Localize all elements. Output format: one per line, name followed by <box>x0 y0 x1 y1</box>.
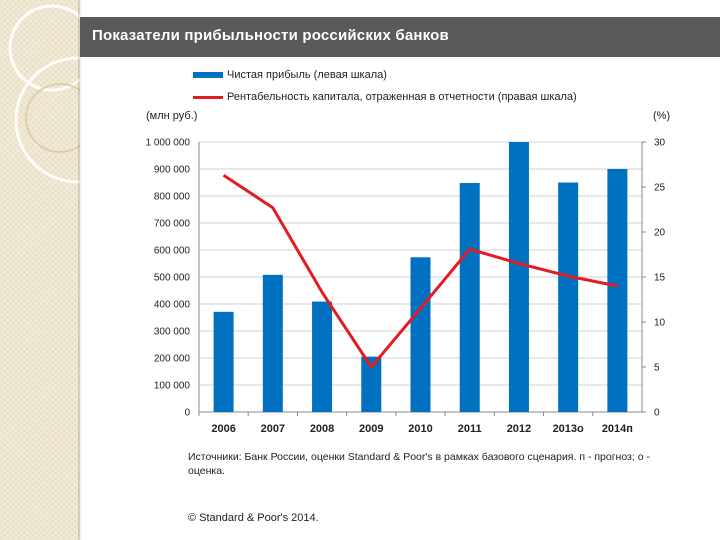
source-note: Источники: Банк России, оценки Standard … <box>188 451 650 477</box>
title-bar: Показатели прибыльности российских банко… <box>80 17 720 57</box>
right-axis-unit: (%) <box>653 110 671 122</box>
legend-label-bars: Чистая прибыль (левая шкала) <box>227 69 387 81</box>
x-tick-label-2013о: 2013о <box>553 423 584 435</box>
y-right-tick-label: 30 <box>654 138 666 149</box>
x-tick-label-2009: 2009 <box>359 423 383 435</box>
x-tick-label-2006: 2006 <box>211 423 235 435</box>
decorative-circles <box>8 4 80 184</box>
y-right-tick-label: 25 <box>654 183 666 194</box>
y-left-tick-label: 900 000 <box>154 165 191 176</box>
y-left-tick-label: 0 <box>184 408 190 419</box>
x-tick-label-2010: 2010 <box>408 423 432 435</box>
x-tick-label-2014п: 2014п <box>602 423 633 435</box>
y-left-tick-label: 300 000 <box>154 327 191 338</box>
y-left-tick-label: 600 000 <box>154 246 191 257</box>
legend-item-line: Рентабельность капитала, отраженная в от… <box>193 90 577 104</box>
y-right-tick-label: 20 <box>654 228 666 239</box>
y-right-tick-label: 10 <box>654 318 666 329</box>
x-tick-label-2011: 2011 <box>458 423 482 435</box>
bar-2010 <box>410 257 431 412</box>
y-left-tick-label: 100 000 <box>154 381 191 392</box>
x-tick-label-2007: 2007 <box>261 423 285 435</box>
x-tick-label-2012: 2012 <box>507 423 531 435</box>
y-left-tick-label: 800 000 <box>154 192 191 203</box>
y-right-tick-label: 5 <box>654 363 660 374</box>
left-axis-unit: (млн руб.) <box>146 110 198 122</box>
bar-2013о <box>558 182 579 412</box>
page-title: Показатели прибыльности российских банко… <box>92 27 449 44</box>
y-right-tick-label: 15 <box>654 273 666 284</box>
y-left-tick-label: 700 000 <box>154 219 191 230</box>
bar-2014п <box>607 169 628 412</box>
roe-line <box>222 174 618 369</box>
legend-swatch-bar <box>193 72 223 78</box>
legend-item-bars: Чистая прибыль (левая шкала) <box>193 68 387 82</box>
y-left-tick-label: 400 000 <box>154 300 191 311</box>
bar-2012 <box>508 142 529 412</box>
bar-2006 <box>213 311 234 412</box>
bar-2008 <box>312 301 333 412</box>
legend-label-line: Рентабельность капитала, отраженная в от… <box>227 91 577 103</box>
bar-2011 <box>459 183 480 412</box>
decorative-side-panel <box>0 0 80 540</box>
side-panel-shadow <box>78 0 82 540</box>
bar-2007 <box>262 274 283 412</box>
x-tick-label-2008: 2008 <box>310 423 334 435</box>
copyright-note: © Standard & Poor's 2014. <box>188 512 319 524</box>
y-left-tick-label: 500 000 <box>154 273 191 284</box>
legend-swatch-line <box>193 95 223 99</box>
y-left-tick-label: 1 000 000 <box>146 138 191 149</box>
y-left-tick-label: 200 000 <box>154 354 191 365</box>
bar-2009 <box>361 356 382 412</box>
y-right-tick-label: 0 <box>654 408 660 419</box>
